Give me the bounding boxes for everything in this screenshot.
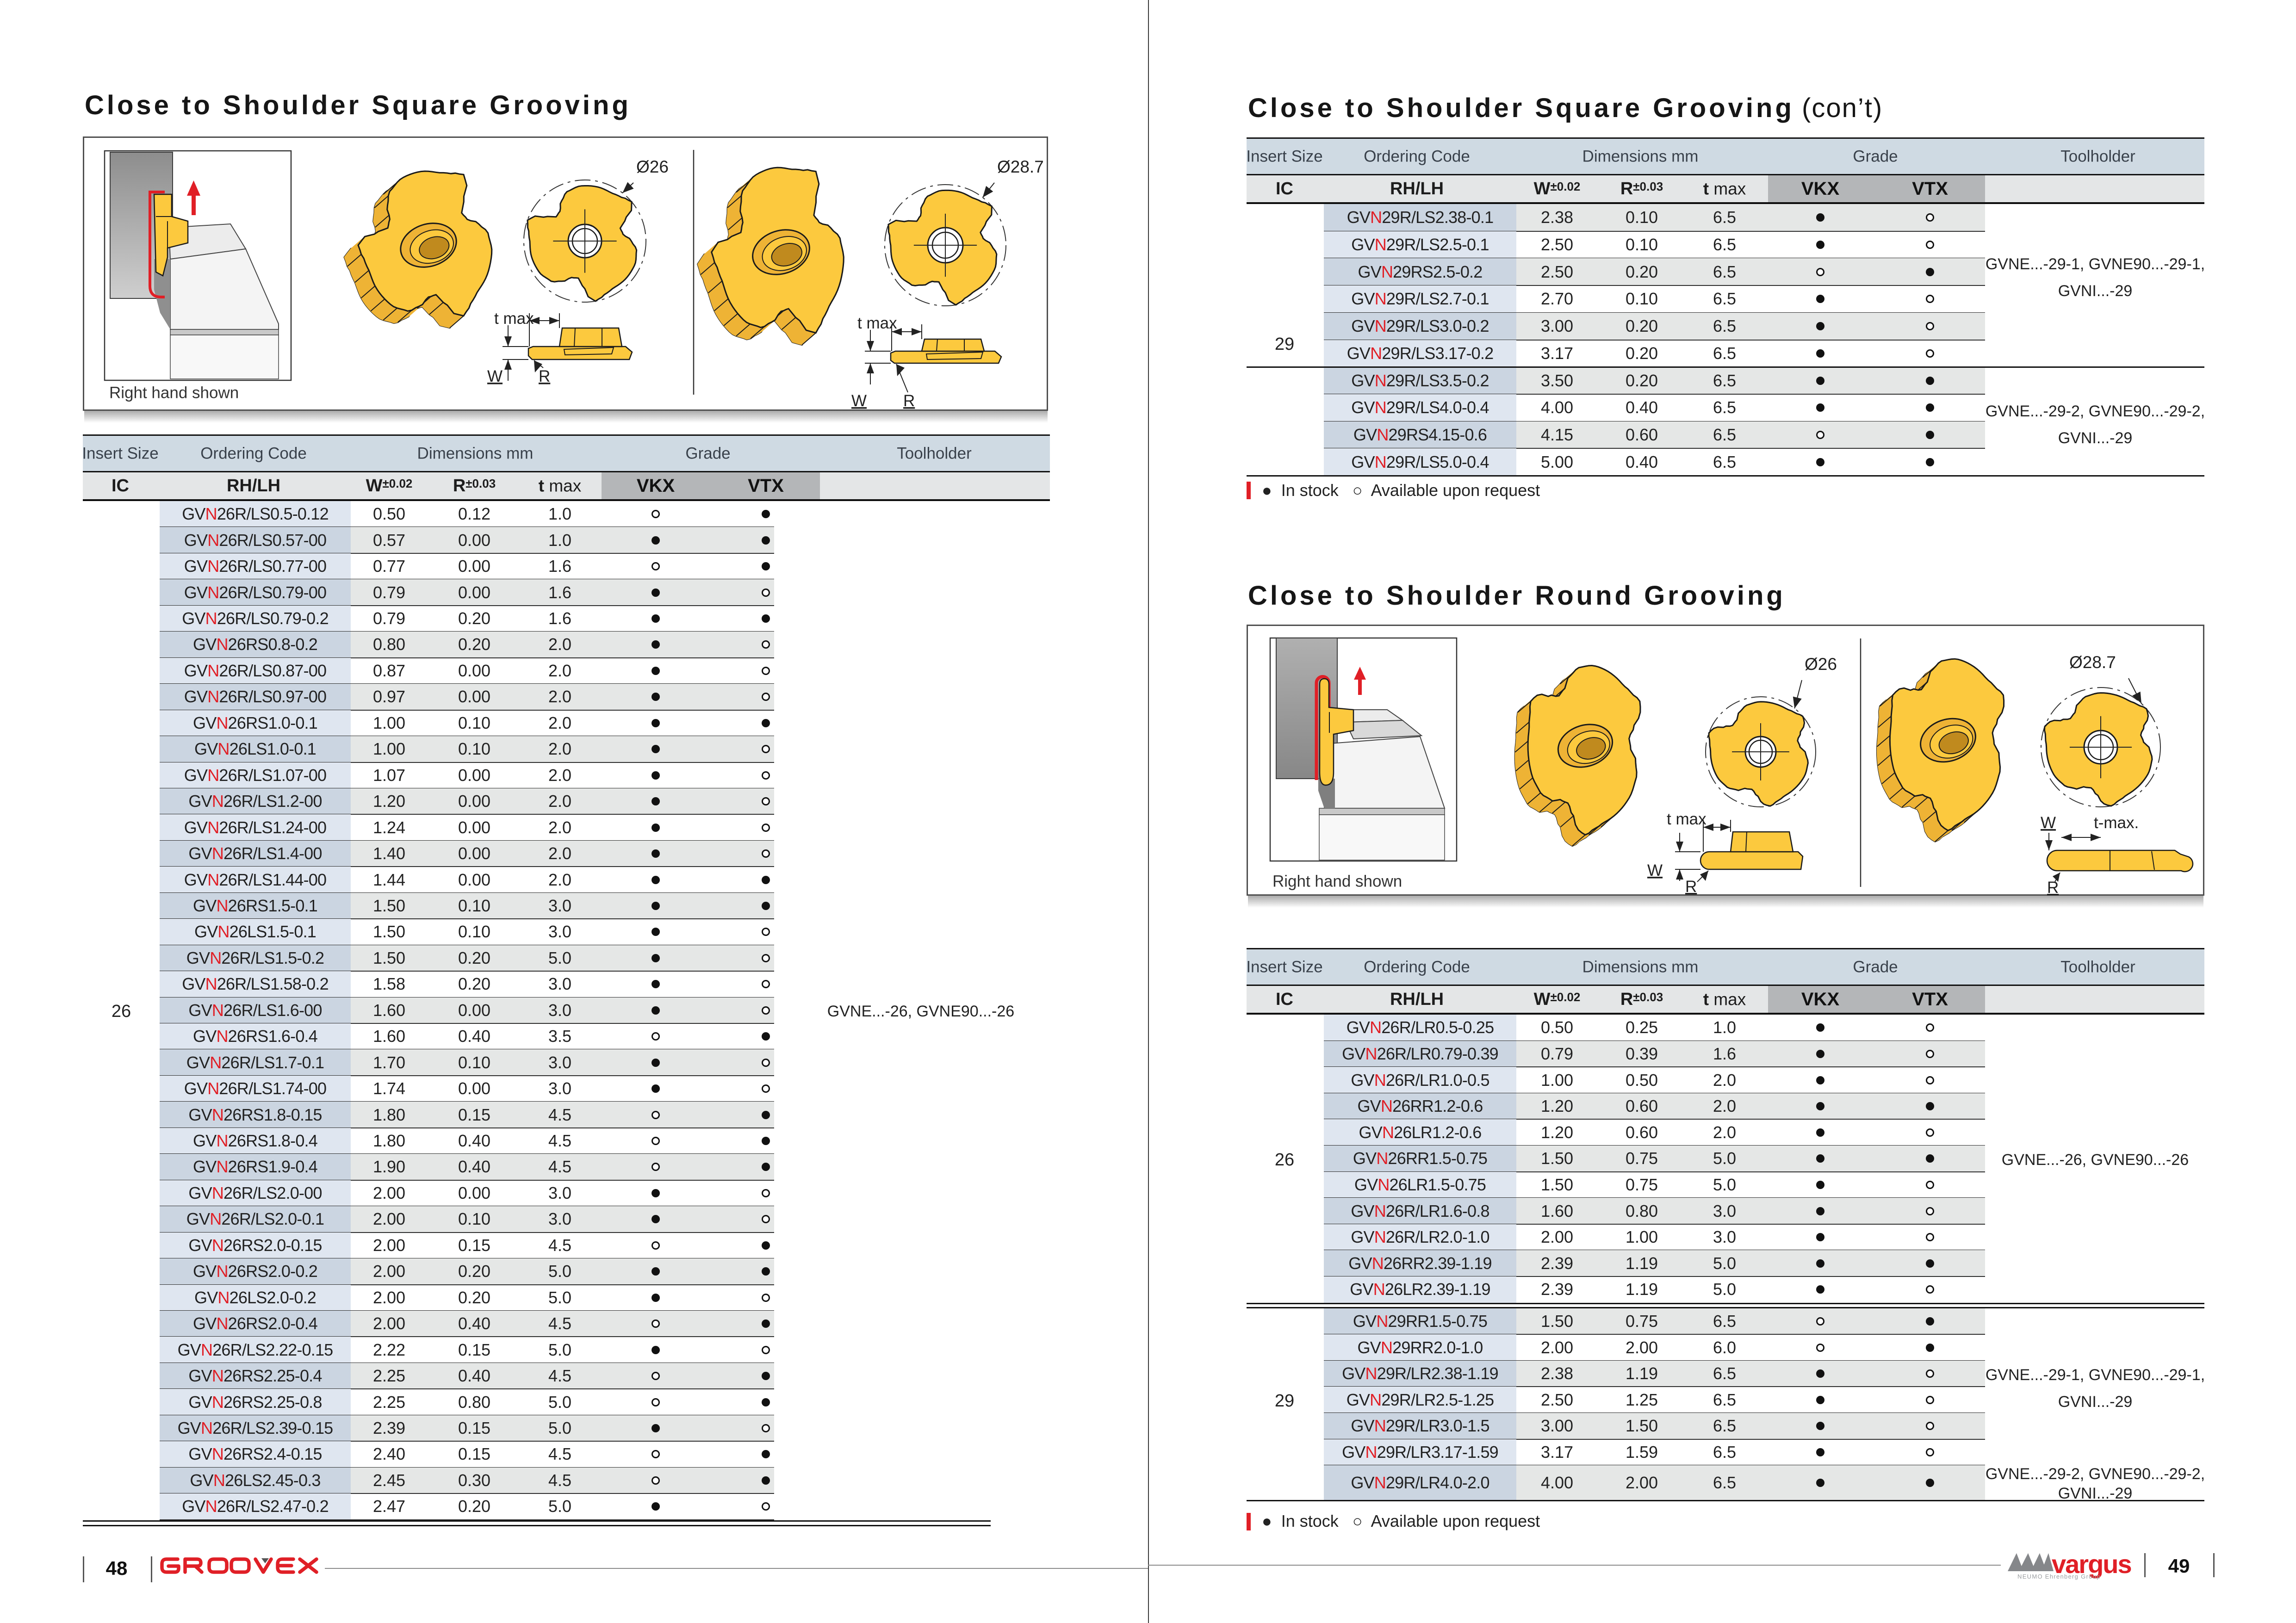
svg-text:Ø26: Ø26 — [636, 157, 669, 176]
svg-text:R: R — [1685, 878, 1697, 896]
svg-text:t-max.: t-max. — [2094, 814, 2139, 832]
svg-text:W: W — [487, 367, 503, 385]
svg-text:W: W — [851, 392, 867, 410]
svg-text:t max: t max — [1667, 810, 1706, 828]
svg-text:W: W — [1647, 861, 1663, 880]
svg-text:vargus: vargus — [2052, 1549, 2131, 1579]
svg-text:Ø26: Ø26 — [1805, 655, 1837, 674]
svg-text:Ø28.7: Ø28.7 — [2069, 653, 2116, 672]
svg-text:R: R — [903, 392, 915, 410]
svg-text:t max: t max — [857, 314, 897, 332]
svg-text:R: R — [539, 367, 550, 385]
svg-text:t max: t max — [494, 310, 534, 328]
svg-text:W: W — [2041, 814, 2056, 832]
svg-text:R: R — [2047, 879, 2059, 897]
svg-text:NEUMO Ehrenberg Group: NEUMO Ehrenberg Group — [2017, 1573, 2101, 1580]
svg-text:Ø28.7: Ø28.7 — [997, 157, 1044, 176]
